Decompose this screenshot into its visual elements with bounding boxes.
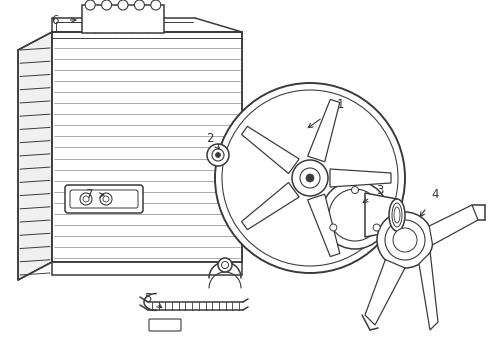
- Circle shape: [372, 224, 379, 231]
- Circle shape: [221, 261, 228, 269]
- Text: 6: 6: [51, 13, 59, 27]
- Circle shape: [212, 149, 224, 161]
- Polygon shape: [428, 205, 477, 245]
- Polygon shape: [307, 99, 339, 162]
- Circle shape: [150, 0, 161, 10]
- Polygon shape: [307, 194, 339, 257]
- Polygon shape: [418, 253, 437, 330]
- Circle shape: [215, 153, 220, 158]
- Polygon shape: [241, 126, 299, 174]
- Circle shape: [328, 189, 380, 241]
- Text: 1: 1: [336, 99, 343, 112]
- Text: 2: 2: [206, 131, 213, 144]
- Circle shape: [376, 212, 432, 268]
- FancyBboxPatch shape: [82, 5, 163, 33]
- Circle shape: [215, 83, 404, 273]
- Circle shape: [222, 90, 397, 266]
- Text: 7: 7: [86, 189, 94, 202]
- Polygon shape: [52, 32, 242, 262]
- FancyBboxPatch shape: [149, 319, 181, 331]
- Ellipse shape: [388, 199, 404, 231]
- Circle shape: [85, 0, 95, 10]
- Polygon shape: [329, 169, 390, 187]
- Circle shape: [305, 174, 313, 182]
- Circle shape: [299, 168, 319, 188]
- Text: 4: 4: [430, 189, 438, 202]
- Circle shape: [103, 196, 109, 202]
- Circle shape: [100, 193, 112, 205]
- Circle shape: [134, 0, 144, 10]
- Circle shape: [384, 220, 424, 260]
- Ellipse shape: [393, 207, 399, 223]
- Ellipse shape: [391, 203, 401, 227]
- Circle shape: [218, 258, 231, 272]
- Circle shape: [102, 0, 111, 10]
- Circle shape: [291, 160, 327, 196]
- FancyBboxPatch shape: [70, 190, 138, 208]
- Circle shape: [80, 193, 92, 205]
- Circle shape: [351, 186, 358, 194]
- Polygon shape: [364, 193, 396, 237]
- Polygon shape: [18, 32, 52, 280]
- Polygon shape: [241, 183, 299, 230]
- Circle shape: [392, 228, 416, 252]
- Text: 5: 5: [144, 292, 151, 305]
- Text: 3: 3: [376, 184, 383, 197]
- Circle shape: [329, 224, 336, 231]
- Circle shape: [118, 0, 128, 10]
- Circle shape: [320, 181, 388, 249]
- Polygon shape: [364, 260, 404, 325]
- Circle shape: [83, 196, 89, 202]
- Circle shape: [206, 144, 228, 166]
- FancyBboxPatch shape: [65, 185, 142, 213]
